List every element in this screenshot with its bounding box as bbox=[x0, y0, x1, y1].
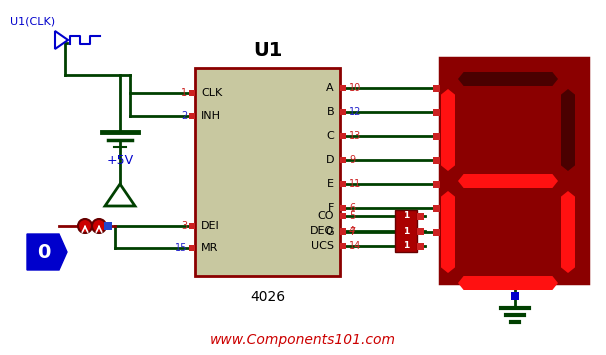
Polygon shape bbox=[441, 191, 455, 273]
Bar bbox=[189, 223, 195, 229]
Circle shape bbox=[92, 219, 106, 233]
Bar bbox=[189, 90, 195, 96]
Text: www.Components101.com: www.Components101.com bbox=[210, 333, 396, 347]
Bar bbox=[340, 133, 346, 139]
Bar bbox=[340, 243, 346, 249]
Text: U1: U1 bbox=[253, 41, 282, 60]
Bar bbox=[195, 68, 340, 276]
Text: 0: 0 bbox=[38, 242, 51, 262]
Bar bbox=[340, 109, 346, 115]
Bar bbox=[433, 157, 439, 164]
Text: 13: 13 bbox=[349, 131, 361, 141]
Text: 1: 1 bbox=[403, 226, 409, 235]
Text: 5: 5 bbox=[349, 211, 355, 221]
Bar bbox=[340, 205, 346, 211]
Text: 1: 1 bbox=[181, 88, 187, 98]
Text: A: A bbox=[327, 83, 334, 93]
Text: 11: 11 bbox=[349, 179, 361, 189]
Bar bbox=[433, 109, 439, 115]
Bar bbox=[340, 213, 346, 219]
Text: DEI: DEI bbox=[201, 221, 220, 231]
Bar bbox=[395, 210, 417, 252]
Text: B: B bbox=[327, 107, 334, 117]
Text: 15: 15 bbox=[175, 243, 187, 253]
Polygon shape bbox=[458, 276, 558, 290]
Bar bbox=[433, 229, 439, 235]
Bar bbox=[340, 228, 346, 234]
Polygon shape bbox=[441, 89, 455, 171]
Text: 1: 1 bbox=[403, 241, 409, 251]
Circle shape bbox=[78, 219, 92, 233]
Bar bbox=[340, 229, 346, 235]
Bar bbox=[340, 157, 346, 163]
Text: 10: 10 bbox=[349, 83, 361, 93]
Polygon shape bbox=[458, 72, 558, 86]
Bar bbox=[433, 180, 439, 187]
Text: 2: 2 bbox=[181, 111, 187, 121]
Text: CLK: CLK bbox=[201, 88, 222, 98]
Text: CO: CO bbox=[318, 211, 334, 221]
Polygon shape bbox=[27, 234, 67, 270]
Text: 7: 7 bbox=[349, 227, 355, 237]
Bar bbox=[433, 204, 439, 212]
Text: G: G bbox=[325, 227, 334, 237]
Bar bbox=[511, 292, 519, 300]
Text: D: D bbox=[325, 155, 334, 165]
Text: 4026: 4026 bbox=[250, 290, 285, 304]
Bar bbox=[416, 228, 424, 235]
Text: +5V: +5V bbox=[107, 154, 133, 167]
Text: 14: 14 bbox=[349, 241, 361, 251]
Text: INH: INH bbox=[201, 111, 221, 121]
Bar bbox=[340, 228, 346, 234]
Text: F: F bbox=[328, 203, 334, 213]
Bar bbox=[440, 58, 588, 283]
Bar bbox=[189, 113, 195, 119]
Bar bbox=[340, 85, 346, 91]
Text: MR: MR bbox=[201, 243, 218, 253]
Text: 12: 12 bbox=[349, 107, 361, 117]
Text: U1(CLK): U1(CLK) bbox=[10, 17, 55, 27]
Bar bbox=[340, 213, 346, 219]
Polygon shape bbox=[561, 89, 575, 171]
Text: DEO: DEO bbox=[310, 226, 334, 236]
Bar bbox=[104, 222, 112, 230]
Text: UCS: UCS bbox=[311, 241, 334, 251]
Bar bbox=[416, 242, 424, 250]
Bar bbox=[433, 84, 439, 92]
Text: 6: 6 bbox=[349, 203, 355, 213]
Text: C: C bbox=[326, 131, 334, 141]
Bar bbox=[340, 243, 346, 249]
Polygon shape bbox=[458, 174, 558, 188]
Text: 1: 1 bbox=[403, 212, 409, 220]
Polygon shape bbox=[561, 191, 575, 273]
Bar bbox=[433, 132, 439, 140]
Text: E: E bbox=[327, 179, 334, 189]
Bar bbox=[416, 213, 424, 219]
Text: 9: 9 bbox=[349, 155, 355, 165]
Bar bbox=[340, 181, 346, 187]
Bar bbox=[189, 245, 195, 251]
Text: 4: 4 bbox=[349, 226, 355, 236]
Text: 3: 3 bbox=[181, 221, 187, 231]
